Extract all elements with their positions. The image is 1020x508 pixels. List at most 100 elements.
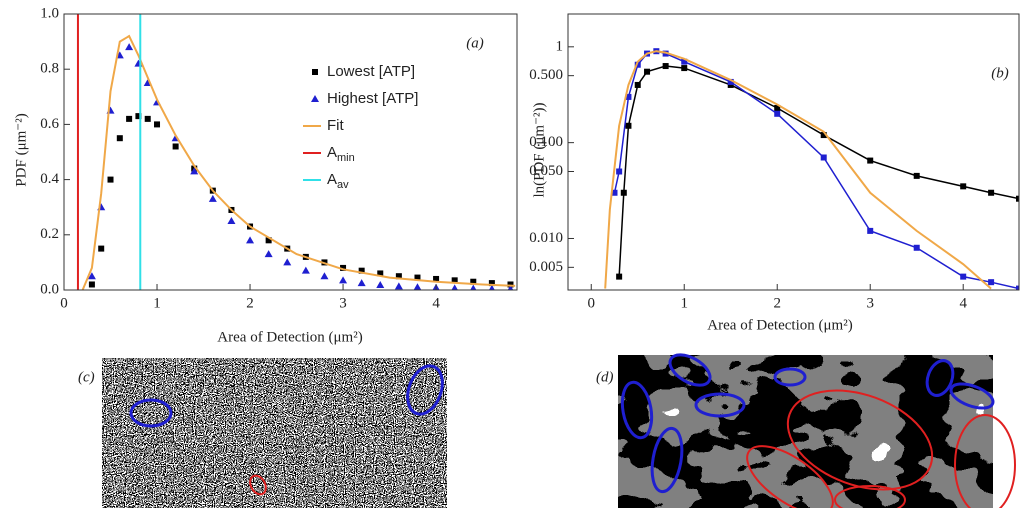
legend-subscript: min xyxy=(337,152,355,164)
marker xyxy=(913,244,920,251)
panel-label: (d) xyxy=(596,369,614,385)
y-tick-label: 0.100 xyxy=(529,134,563,150)
y-tick-label: 0.500 xyxy=(529,67,563,83)
marker xyxy=(634,81,641,88)
marker xyxy=(107,176,114,183)
marker xyxy=(470,278,477,285)
marker xyxy=(414,274,421,281)
panel-label: (a) xyxy=(466,35,484,51)
marker xyxy=(507,281,514,288)
marker xyxy=(988,189,995,196)
y-tick-label: 0.4 xyxy=(40,171,59,187)
marker xyxy=(960,273,967,280)
legend-label: Amin xyxy=(327,144,355,164)
y-tick-label: 1 xyxy=(556,38,564,54)
legend-subscript: av xyxy=(337,179,349,191)
marker xyxy=(395,273,402,280)
series-line xyxy=(81,34,516,290)
marker xyxy=(98,245,105,252)
marker xyxy=(135,113,142,120)
x-tick-label: 2 xyxy=(246,295,254,311)
legend-text: Highest [ATP] xyxy=(327,90,418,107)
marker xyxy=(376,281,385,289)
marker xyxy=(340,264,347,271)
marker xyxy=(662,63,669,70)
legend-label: Aav xyxy=(327,171,349,191)
legend-marker xyxy=(311,95,319,102)
y-tick-label: 0.8 xyxy=(40,61,59,77)
marker xyxy=(301,266,310,274)
marker xyxy=(913,172,920,179)
marker xyxy=(820,154,827,161)
y-tick-label: 0.050 xyxy=(529,163,563,179)
legend-text: Lowest [ATP] xyxy=(327,63,415,80)
marker xyxy=(433,275,440,282)
marker xyxy=(320,272,329,280)
marker xyxy=(727,81,734,88)
marker xyxy=(126,115,133,122)
marker xyxy=(634,61,641,68)
marker xyxy=(820,132,827,139)
legend-label: Highest [ATP] xyxy=(327,90,418,107)
marker xyxy=(507,285,514,290)
marker xyxy=(357,279,366,287)
series-line xyxy=(604,50,992,290)
x-tick-label: 0 xyxy=(60,295,68,311)
marker xyxy=(616,273,623,280)
legend-text: A xyxy=(327,144,337,161)
marker xyxy=(190,167,199,175)
y-tick-label: 0.0 xyxy=(40,281,59,297)
plot-area xyxy=(76,14,516,290)
y-axis-label: ln(PDF (μm⁻²)) xyxy=(531,102,547,197)
marker xyxy=(774,104,781,111)
y-axis-label: PDF (μm⁻²) xyxy=(13,113,29,186)
marker xyxy=(246,236,255,244)
y-tick-label: 0.005 xyxy=(529,259,563,275)
marker xyxy=(611,189,618,196)
marker xyxy=(681,65,688,72)
panel-label: (c) xyxy=(78,369,95,385)
marker xyxy=(265,237,272,244)
marker xyxy=(264,250,273,258)
marker xyxy=(227,217,236,224)
series-line xyxy=(613,50,1019,290)
plot-frame xyxy=(567,13,1020,291)
legend-label: Lowest [ATP] xyxy=(327,63,415,80)
marker xyxy=(1016,285,1019,290)
marker xyxy=(172,143,179,150)
marker xyxy=(625,93,632,100)
legend-text: A xyxy=(327,171,337,188)
x-axis-label: Area of Detection (μm²) xyxy=(707,317,852,333)
x-axis-label: Area of Detection (μm²) xyxy=(217,329,362,345)
marker xyxy=(488,280,495,287)
image-d xyxy=(618,353,1016,508)
marker xyxy=(283,258,292,266)
marker xyxy=(727,78,734,85)
y-tick-label: 0.010 xyxy=(529,230,563,246)
marker xyxy=(116,135,123,142)
x-tick-label: 4 xyxy=(959,295,967,311)
marker xyxy=(339,276,348,284)
y-tick-label: 0.2 xyxy=(40,226,59,242)
marker xyxy=(681,58,688,65)
marker xyxy=(867,157,874,164)
marker xyxy=(488,284,495,290)
plot-frame xyxy=(63,13,518,291)
panel-label: (b) xyxy=(991,65,1009,81)
image-c xyxy=(102,358,447,508)
marker xyxy=(413,283,422,290)
x-tick-label: 2 xyxy=(773,295,781,311)
marker xyxy=(88,281,95,288)
marker xyxy=(394,282,403,290)
marker xyxy=(644,68,651,75)
marker xyxy=(208,194,217,202)
marker xyxy=(377,270,384,277)
marker xyxy=(358,267,365,274)
marker xyxy=(867,227,874,234)
marker xyxy=(451,284,458,290)
marker xyxy=(960,183,967,190)
marker xyxy=(470,284,477,290)
legend-marker xyxy=(312,69,318,75)
